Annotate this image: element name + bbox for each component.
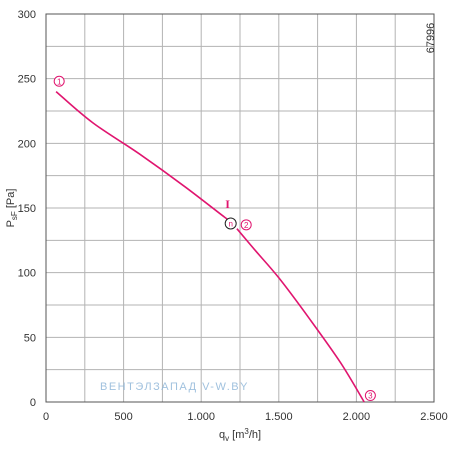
figure-id: 67996 bbox=[425, 23, 437, 54]
grid bbox=[45, 13, 435, 403]
x-axis-label: qv [m3/h] bbox=[219, 427, 261, 443]
operating-point-marker bbox=[224, 217, 237, 230]
plot-frame bbox=[45, 13, 435, 403]
y-tick-label: 100 bbox=[18, 268, 36, 280]
series bbox=[55, 90, 365, 403]
fan-curve-line-2 bbox=[236, 228, 365, 403]
point-marker-1 bbox=[53, 75, 65, 87]
point-marker-3 bbox=[364, 390, 376, 402]
operating-point-marker-label: n bbox=[228, 220, 232, 229]
x-tick-label: 500 bbox=[114, 411, 132, 423]
x-tick-label: 0 bbox=[43, 411, 49, 423]
plot-border bbox=[45, 13, 435, 403]
curve-label-i: I bbox=[225, 197, 230, 211]
x-axis-label-sub: v bbox=[225, 434, 229, 443]
x-tick-label: 1.500 bbox=[265, 411, 293, 423]
point-marker-2 bbox=[240, 219, 252, 231]
y-tick-labels: 0 50 100 150 200 250 300 bbox=[18, 9, 36, 409]
y-tick-label: 200 bbox=[18, 138, 36, 150]
y-tick-label: 300 bbox=[18, 9, 36, 21]
point-marker-3-label: 3 bbox=[368, 392, 373, 401]
x-axis-label-end: /h] bbox=[249, 429, 261, 441]
point-marker-2-label: 2 bbox=[244, 221, 249, 230]
point-markers: 1 2 3 n bbox=[53, 75, 376, 402]
x-axis-label-q: q bbox=[219, 429, 225, 441]
y-axis-label-sub: sF bbox=[10, 211, 19, 220]
x-axis-label-unit: [m bbox=[229, 429, 244, 441]
x-tick-label: 1.000 bbox=[187, 411, 215, 423]
watermark: ВЕНТЭЛЗАПАД V-W.BY bbox=[100, 381, 249, 393]
y-axis-label-p: P bbox=[5, 220, 17, 227]
y-axis-label-unit: [Pa] bbox=[5, 189, 17, 212]
y-tick-label: 0 bbox=[30, 397, 36, 409]
y-tick-label: 250 bbox=[18, 74, 36, 86]
y-tick-label: 50 bbox=[24, 332, 36, 344]
point-marker-1-label: 1 bbox=[57, 77, 62, 86]
x-axis-label-sup: 3 bbox=[244, 427, 249, 436]
x-tick-label: 2.000 bbox=[343, 411, 371, 423]
y-tick-label: 150 bbox=[18, 203, 36, 215]
x-tick-label: 2.500 bbox=[420, 411, 448, 423]
fan-curve-line-1 bbox=[55, 90, 233, 223]
y-axis-label: PsF [Pa] bbox=[5, 189, 19, 228]
x-tick-labels: 0 500 1.000 1.500 2.000 2.500 bbox=[43, 411, 448, 423]
